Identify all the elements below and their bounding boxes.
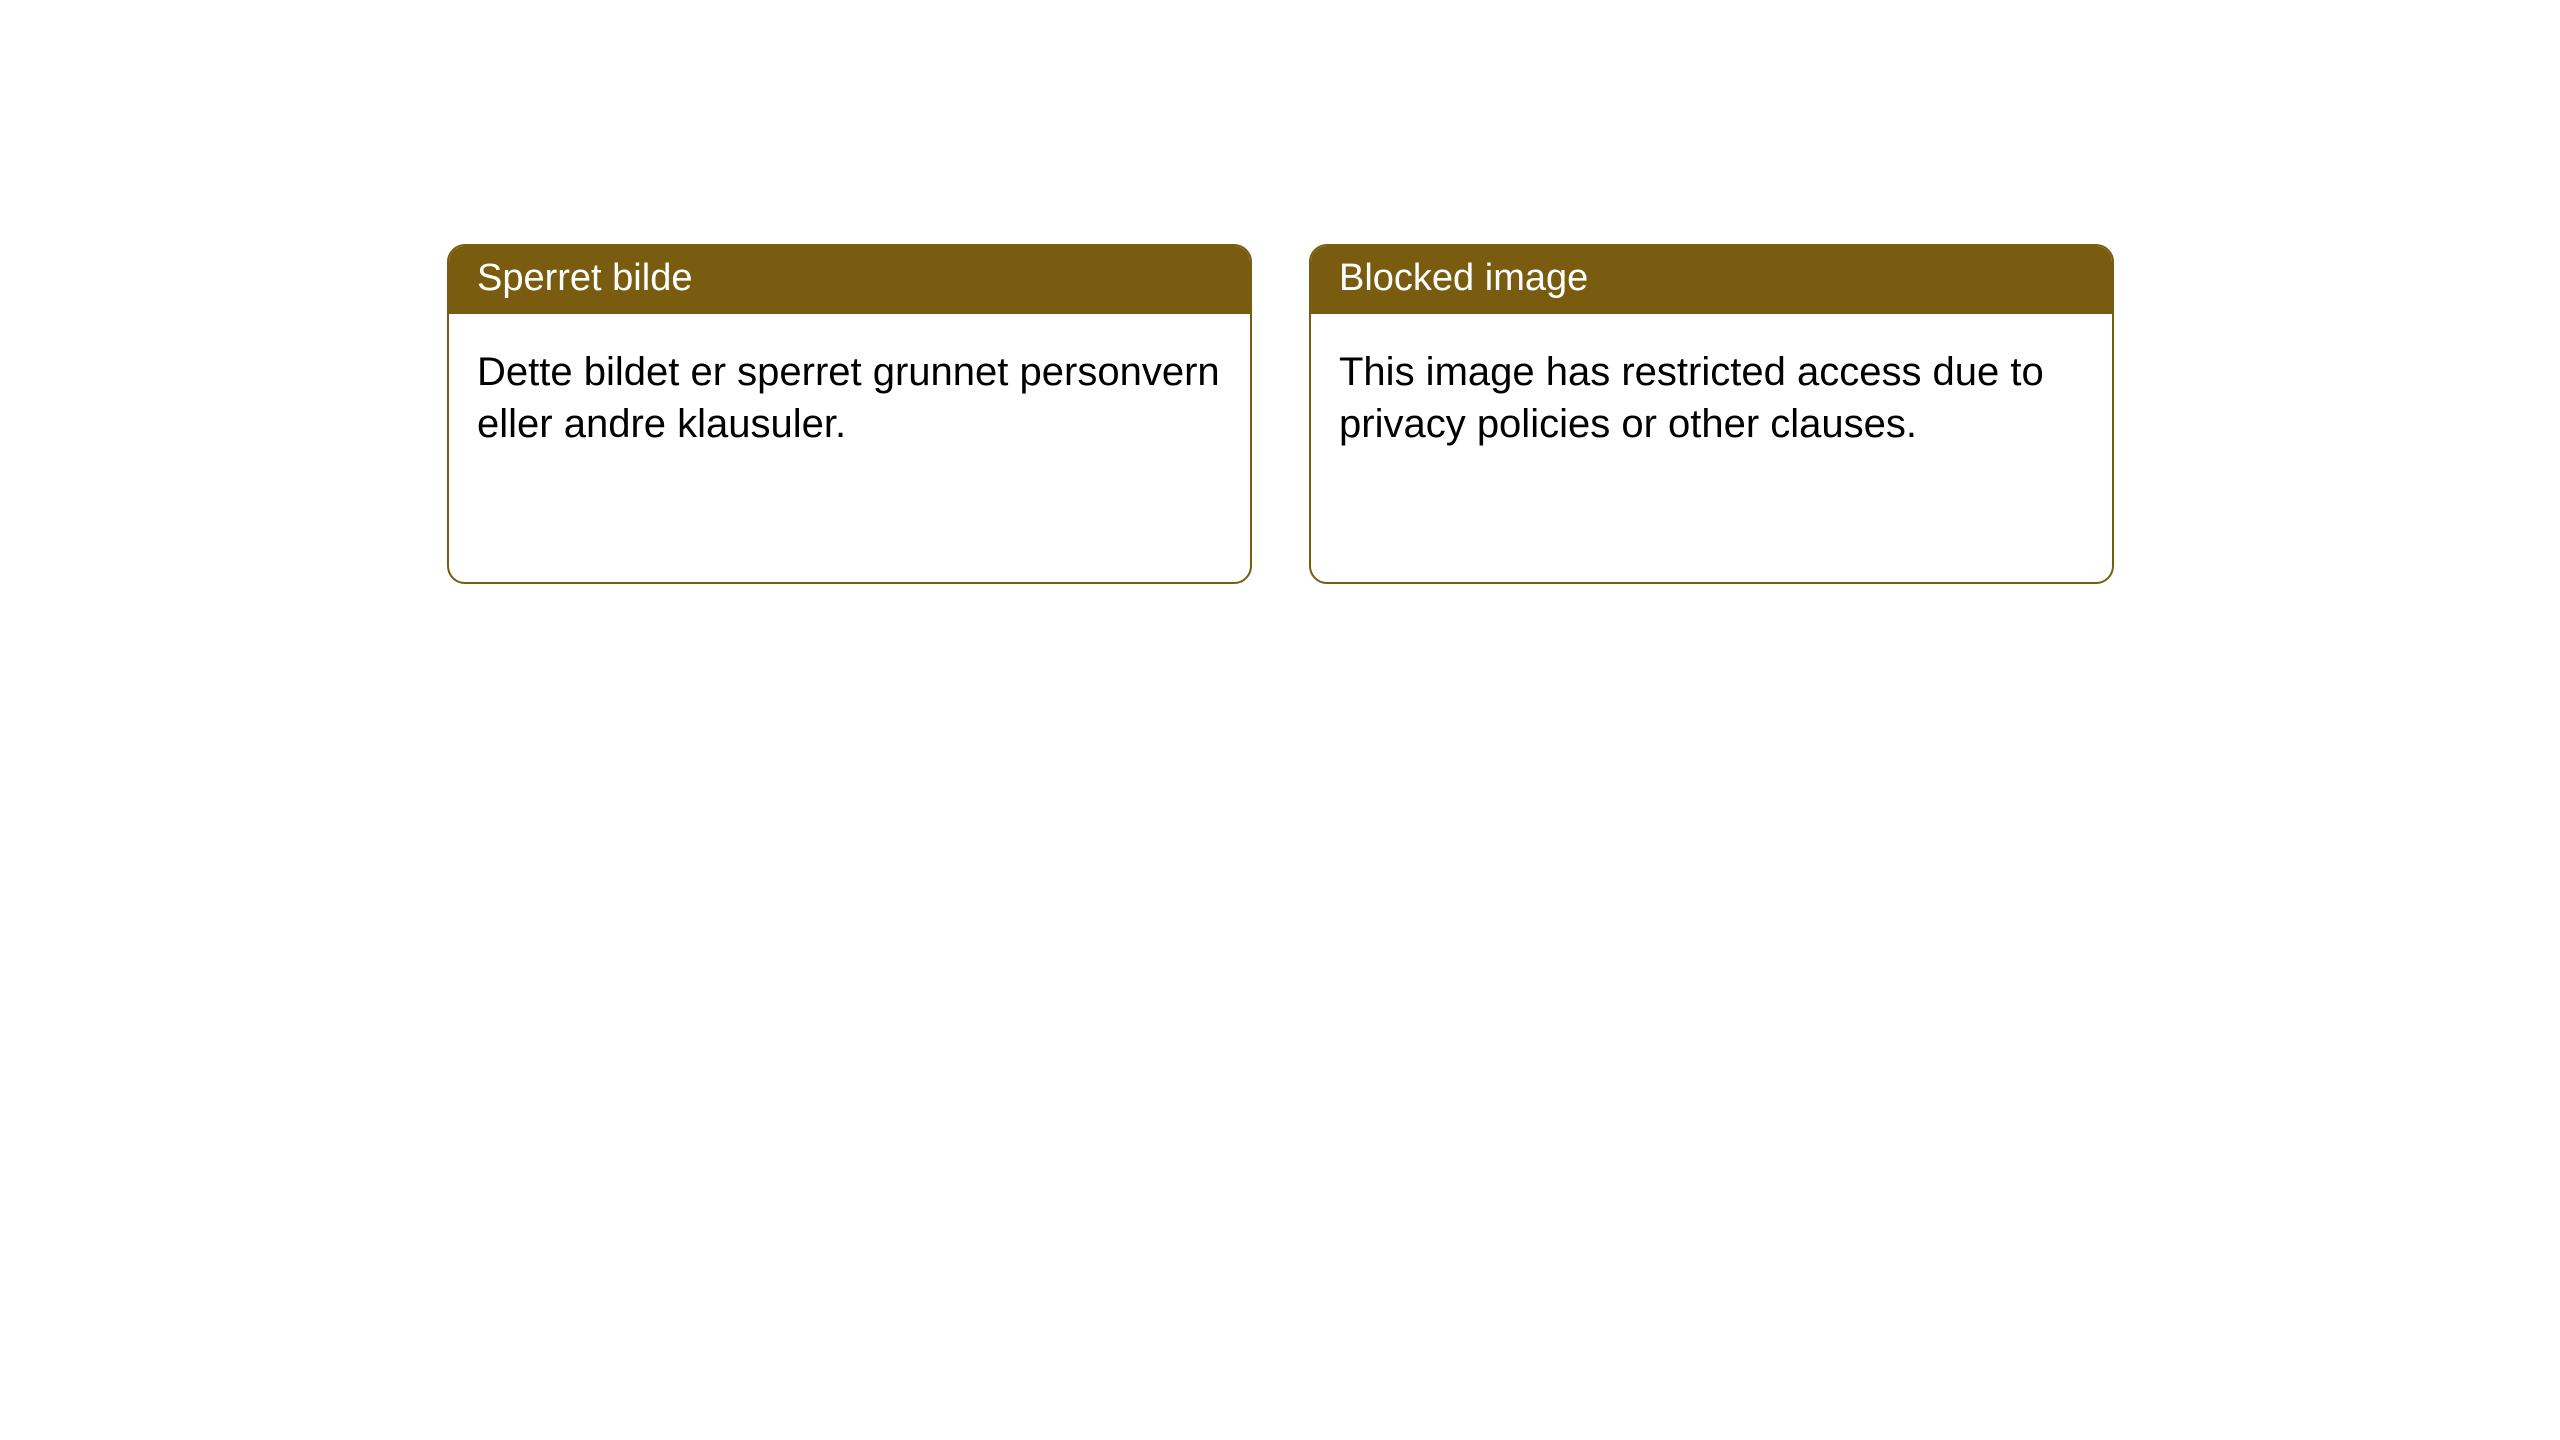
card-body: This image has restricted access due to …: [1311, 314, 2112, 482]
card-header: Sperret bilde: [449, 246, 1250, 314]
card-body: Dette bildet er sperret grunnet personve…: [449, 314, 1250, 482]
blocked-image-card-no: Sperret bilde Dette bildet er sperret gr…: [447, 244, 1252, 584]
notice-container: Sperret bilde Dette bildet er sperret gr…: [447, 244, 2114, 584]
card-header: Blocked image: [1311, 246, 2112, 314]
blocked-image-card-en: Blocked image This image has restricted …: [1309, 244, 2114, 584]
